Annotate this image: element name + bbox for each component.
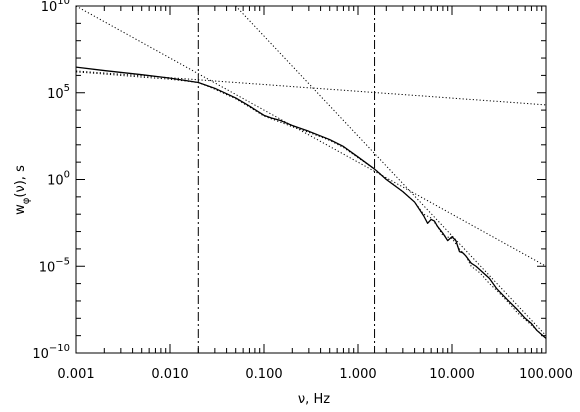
y-axis-label-sub: φ — [21, 197, 32, 204]
x-tick-label: 10.000 — [429, 367, 475, 382]
plot-area — [75, 5, 547, 354]
y-axis-label-tail: (ν), s — [13, 165, 28, 198]
series-line-solid — [76, 66, 546, 339]
y-tick-label: 10−5 — [39, 256, 70, 275]
x-tick-label: 0.001 — [57, 367, 94, 382]
y-tick-label: 10−10 — [32, 343, 70, 362]
x-tick-label: 0.100 — [245, 367, 282, 382]
x-tick-label: 100.000 — [519, 367, 573, 382]
series-line-dotted — [235, 6, 546, 336]
svg-text:wφ(ν), s: wφ(ν), s — [13, 165, 32, 215]
x-tick-label: 1.000 — [339, 367, 376, 382]
x-tick-label: 0.010 — [151, 367, 188, 382]
y-axis-ticks: 10−10 10−5 100 105 1010 — [32, 0, 546, 362]
y-axis-label-main: w — [13, 204, 28, 215]
series-line-dotted — [76, 70, 546, 106]
x-axis-label: ν, Hz — [298, 392, 330, 407]
plot-frame — [75, 5, 547, 354]
y-axis-label: wφ(ν), s — [13, 165, 32, 215]
y-tick-label: 1010 — [41, 0, 70, 15]
series-line-dotted — [76, 71, 546, 339]
series-line-dotted — [76, 6, 546, 267]
y-tick-label: 100 — [47, 170, 70, 189]
x-axis-ticks: 0.001 0.010 0.100 1.000 10.000 100.000 — [57, 6, 573, 382]
y-tick-label: 105 — [47, 83, 70, 102]
